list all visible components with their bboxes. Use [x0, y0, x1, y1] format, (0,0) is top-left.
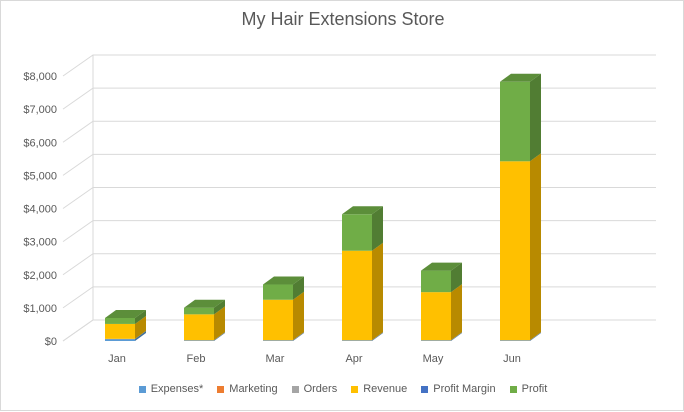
bar-side: [372, 332, 383, 341]
legend-item: Profit Margin: [421, 383, 496, 395]
bar-top: [184, 299, 225, 308]
y-tick-label: $4,000: [23, 204, 57, 216]
legend-label: Marketing: [229, 383, 278, 395]
bar: [263, 340, 293, 341]
legend-swatch: [509, 385, 517, 393]
bar-side: [451, 332, 462, 341]
legend-item: Orders: [291, 383, 338, 395]
legend-label: Revenue: [363, 383, 408, 395]
bar: [105, 323, 135, 339]
bar-side: [135, 331, 146, 341]
bar: [421, 292, 451, 341]
legend-label: Profit Margin: [433, 383, 496, 395]
bar-side: [451, 284, 462, 341]
bar-side: [451, 262, 462, 293]
bar: [500, 161, 530, 341]
bar-side: [293, 332, 304, 341]
legend-swatch: [421, 385, 429, 393]
bar: [184, 314, 214, 341]
bar: [421, 270, 451, 293]
bar: [500, 81, 530, 162]
x-tick-label: May: [423, 353, 444, 365]
bar-side: [530, 73, 541, 162]
x-tick-label: Mar: [266, 353, 285, 365]
bar-side: [214, 306, 225, 341]
bar-side: [372, 242, 383, 341]
y-tick-label: $3,000: [23, 237, 57, 249]
y-tick-label: $5,000: [23, 170, 57, 182]
bar-side: [214, 299, 225, 315]
legend-item: Revenue: [351, 383, 407, 395]
bar-top: [105, 309, 146, 318]
bar-side: [135, 315, 146, 339]
legend-item: Profit: [509, 383, 548, 395]
bar-side: [530, 332, 541, 341]
x-tick-label: Jan: [108, 353, 126, 365]
y-tick-label: $8,000: [23, 71, 57, 83]
bar-top: [263, 276, 304, 285]
bar: [105, 317, 135, 324]
gridline: [62, 54, 656, 77]
bar-side: [372, 206, 383, 251]
y-tick-label: $7,000: [23, 104, 57, 116]
chart-title: My Hair Extensions Store: [241, 9, 445, 29]
x-tick-label: Jun: [503, 353, 521, 365]
gridline: [62, 87, 656, 110]
legend-label: Profit: [521, 383, 548, 395]
gridline: [62, 153, 656, 176]
bar: [342, 340, 372, 341]
bar-top: [500, 73, 541, 82]
bar: [105, 338, 135, 340]
bar-side: [530, 153, 541, 341]
legend-label: Orders: [303, 383, 338, 395]
y-tick-label: $0: [45, 336, 57, 348]
bar: [184, 340, 214, 341]
gridline: [62, 187, 656, 209]
y-tick-label: $2,000: [23, 270, 57, 282]
bar-side: [214, 332, 225, 341]
legend-item: Marketing: [217, 383, 278, 395]
y-tick-label: $1,000: [23, 303, 57, 315]
legend-swatch: [351, 385, 359, 393]
legend-item: Expenses*: [138, 383, 204, 395]
legend-swatch: [138, 385, 146, 393]
legend-swatch: [217, 385, 225, 393]
bar-side: [293, 332, 304, 341]
bar: [105, 339, 135, 341]
legend-label: Expenses*: [150, 383, 204, 395]
bar-top: [421, 262, 462, 271]
bar-side: [293, 276, 304, 300]
bar: [184, 307, 214, 315]
bar-side: [372, 332, 383, 341]
legend: Expenses* Marketing Orders Revenue Profit Ma…: [1, 383, 684, 395]
bar: [263, 299, 293, 341]
x-tick-label: Feb: [187, 353, 206, 365]
bar-side: [214, 332, 225, 341]
legend-swatch: [291, 385, 299, 393]
bar: [421, 340, 451, 341]
bar-side: [135, 330, 146, 340]
gridline: [62, 120, 656, 143]
bar: [500, 340, 530, 341]
bar-top: [342, 206, 383, 215]
y-tick-label: $6,000: [23, 137, 57, 149]
bar: [342, 214, 372, 251]
bar: [342, 250, 372, 341]
bar-side: [293, 291, 304, 341]
bar: [263, 284, 293, 300]
x-tick-label: Apr: [345, 353, 362, 365]
bar-side: [451, 332, 462, 341]
bar-side: [530, 332, 541, 341]
bar-side: [135, 309, 146, 324]
